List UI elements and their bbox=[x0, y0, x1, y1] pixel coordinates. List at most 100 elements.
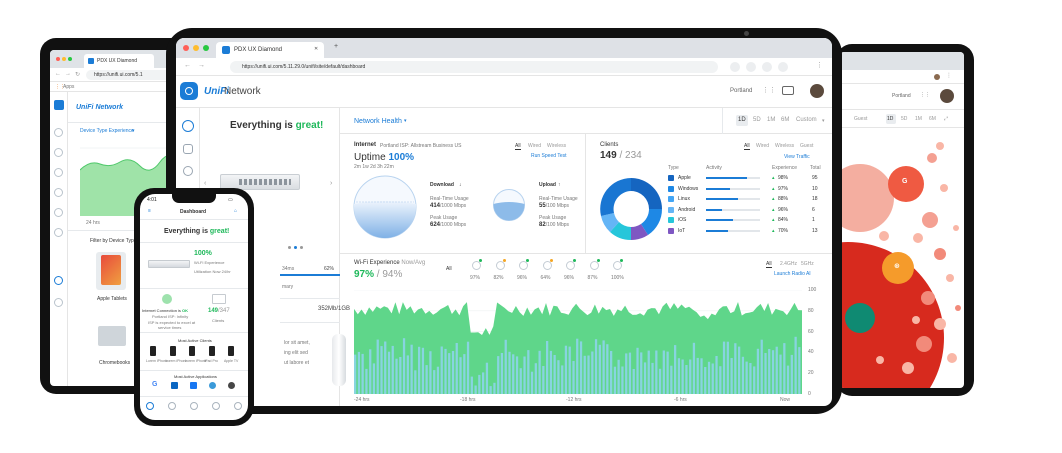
maximize-dot-icon[interactable] bbox=[68, 57, 72, 61]
forward-arrow-icon[interactable]: → bbox=[65, 71, 71, 77]
phone-client-device-icon[interactable] bbox=[150, 346, 156, 356]
profile-avatar-icon[interactable] bbox=[934, 74, 940, 80]
clients-filter-wireless[interactable]: Wireless bbox=[775, 143, 795, 149]
carousel-next-icon[interactable]: › bbox=[330, 180, 333, 187]
access-point-icon[interactable] bbox=[542, 261, 552, 270]
map-icon[interactable] bbox=[54, 168, 63, 177]
unifi-logo-icon[interactable] bbox=[54, 100, 64, 110]
location-icon[interactable] bbox=[183, 166, 193, 176]
reload-icon[interactable]: ↻ bbox=[75, 72, 81, 78]
band-5ghz[interactable]: 5GHz bbox=[801, 261, 814, 267]
filter-wired[interactable]: Wired bbox=[528, 143, 542, 149]
range-5d[interactable]: 5D bbox=[753, 117, 761, 123]
new-tab-icon[interactable]: + bbox=[334, 43, 339, 50]
extension-icon[interactable] bbox=[778, 62, 788, 72]
devices-icon[interactable] bbox=[54, 188, 63, 197]
range-5d[interactable]: 5D bbox=[901, 116, 908, 122]
extension-icon[interactable] bbox=[762, 62, 772, 72]
facebook-app-icon[interactable] bbox=[190, 382, 197, 389]
chromebook-image[interactable] bbox=[98, 326, 126, 346]
range-1m[interactable]: 1M bbox=[767, 117, 776, 123]
site-selector[interactable]: Portland bbox=[730, 88, 753, 94]
chevron-down-icon[interactable]: ▾ bbox=[132, 128, 135, 134]
apple-tablet-image[interactable] bbox=[96, 252, 126, 290]
more-menu-icon[interactable]: ⋮ bbox=[816, 62, 823, 69]
phone-client-device-icon[interactable] bbox=[228, 346, 234, 356]
band-all[interactable]: All bbox=[766, 261, 772, 268]
google-app-icon[interactable]: G bbox=[902, 178, 908, 185]
minimize-dot-icon[interactable] bbox=[193, 45, 199, 51]
range-1d[interactable]: 1D bbox=[887, 116, 894, 122]
run-speed-test-link[interactable]: Run Speed Test bbox=[531, 153, 567, 159]
apps-grid-icon[interactable]: ⋮⋮ bbox=[762, 87, 776, 94]
left-tab[interactable]: PDX UX Diamond bbox=[84, 54, 154, 68]
extension-icon[interactable] bbox=[730, 62, 740, 72]
unifi-logo-icon[interactable] bbox=[180, 82, 198, 100]
access-point-icon[interactable] bbox=[495, 261, 505, 270]
range-6m[interactable]: 6M bbox=[929, 116, 936, 122]
messages-icon[interactable] bbox=[782, 86, 794, 95]
close-tab-icon[interactable]: ✕ bbox=[314, 46, 319, 52]
range-1m[interactable]: 1M bbox=[915, 116, 922, 122]
linkedin-app-icon[interactable] bbox=[171, 382, 178, 389]
band-2-4ghz[interactable]: 2.4GHz bbox=[780, 261, 797, 267]
left-filter-dropdown[interactable]: Device Type Experience bbox=[80, 128, 134, 134]
access-point-icon[interactable] bbox=[519, 261, 528, 270]
menu-icon[interactable]: ≡ bbox=[148, 208, 151, 214]
expand-icon[interactable]: ⤢ bbox=[944, 116, 949, 122]
apps-grid-icon[interactable]: ⋮⋮ bbox=[55, 84, 65, 90]
left-url-bar[interactable]: https://unifi.ui.com/5.1 bbox=[86, 70, 198, 80]
guest-filter[interactable]: Guest bbox=[854, 116, 868, 122]
tab-dashboard-icon[interactable] bbox=[146, 402, 154, 410]
user-avatar[interactable] bbox=[810, 84, 824, 98]
chevron-down-icon[interactable]: ▾ bbox=[404, 118, 407, 124]
user-avatar[interactable] bbox=[940, 89, 954, 103]
tab-settings-icon[interactable] bbox=[234, 402, 242, 410]
clients-icon[interactable] bbox=[54, 208, 63, 217]
url-bar[interactable]: https://unifi.ui.com/5.11.29.0/unifi/sit… bbox=[230, 61, 718, 73]
minimize-dot-icon[interactable] bbox=[62, 57, 66, 61]
access-point-icon[interactable] bbox=[566, 261, 575, 270]
maximize-dot-icon[interactable] bbox=[203, 45, 209, 51]
range-6m[interactable]: 6M bbox=[781, 117, 790, 123]
wordpress-app-icon[interactable] bbox=[228, 382, 235, 389]
statistics-icon[interactable] bbox=[183, 144, 193, 154]
phone-client-device-icon[interactable] bbox=[208, 346, 215, 356]
phone-client-device-icon[interactable] bbox=[169, 346, 176, 356]
carousel-prev-icon[interactable]: ‹ bbox=[204, 180, 207, 187]
statistics-icon[interactable] bbox=[54, 148, 63, 157]
apps-bookmark[interactable]: Apps bbox=[63, 84, 75, 90]
clients-filter-wired[interactable]: Wired bbox=[756, 143, 770, 149]
access-point-icon[interactable] bbox=[589, 261, 599, 270]
more-menu-icon[interactable]: ⋮ bbox=[946, 73, 952, 79]
back-arrow-icon[interactable]: ← bbox=[55, 71, 61, 77]
access-point-icon[interactable] bbox=[613, 261, 622, 270]
phone-client-device-icon[interactable] bbox=[189, 346, 195, 356]
close-dot-icon[interactable] bbox=[183, 45, 189, 51]
google-app-icon[interactable]: G bbox=[152, 381, 158, 388]
clients-filter-guest[interactable]: Guest bbox=[800, 143, 814, 149]
back-arrow-icon[interactable]: ← bbox=[184, 62, 191, 69]
notification-icon[interactable]: ⌂ bbox=[234, 208, 238, 214]
apps-grid-icon[interactable]: ⋮⋮ bbox=[920, 92, 930, 98]
dashboard-icon[interactable] bbox=[54, 128, 63, 137]
alerts-icon[interactable] bbox=[54, 298, 63, 307]
forward-arrow-icon[interactable]: → bbox=[198, 62, 205, 69]
tab-stats-icon[interactable] bbox=[212, 402, 220, 410]
experience-icon[interactable] bbox=[54, 276, 63, 285]
clients-filter-all[interactable]: All bbox=[744, 143, 750, 150]
app-bubble-icon[interactable]: ⊛ bbox=[894, 263, 900, 270]
right-site-name[interactable]: Portland bbox=[892, 93, 911, 99]
app-icon[interactable] bbox=[209, 382, 216, 389]
tab-devices-icon[interactable] bbox=[168, 402, 176, 410]
dashboard-icon[interactable] bbox=[182, 120, 194, 132]
browser-tab[interactable]: PDX UX Diamond ✕ bbox=[216, 42, 324, 58]
launch-radio-ai-link[interactable]: Launch Radio AI bbox=[774, 271, 811, 277]
insights-icon[interactable] bbox=[54, 228, 63, 237]
access-point-icon[interactable] bbox=[472, 261, 481, 270]
chevron-down-icon[interactable]: ▾ bbox=[822, 118, 825, 124]
filter-all[interactable]: All bbox=[515, 143, 521, 150]
extension-icon[interactable] bbox=[746, 62, 756, 72]
network-health-dropdown[interactable]: Network Health bbox=[354, 118, 402, 125]
range-1d[interactable]: 1D bbox=[738, 117, 746, 123]
